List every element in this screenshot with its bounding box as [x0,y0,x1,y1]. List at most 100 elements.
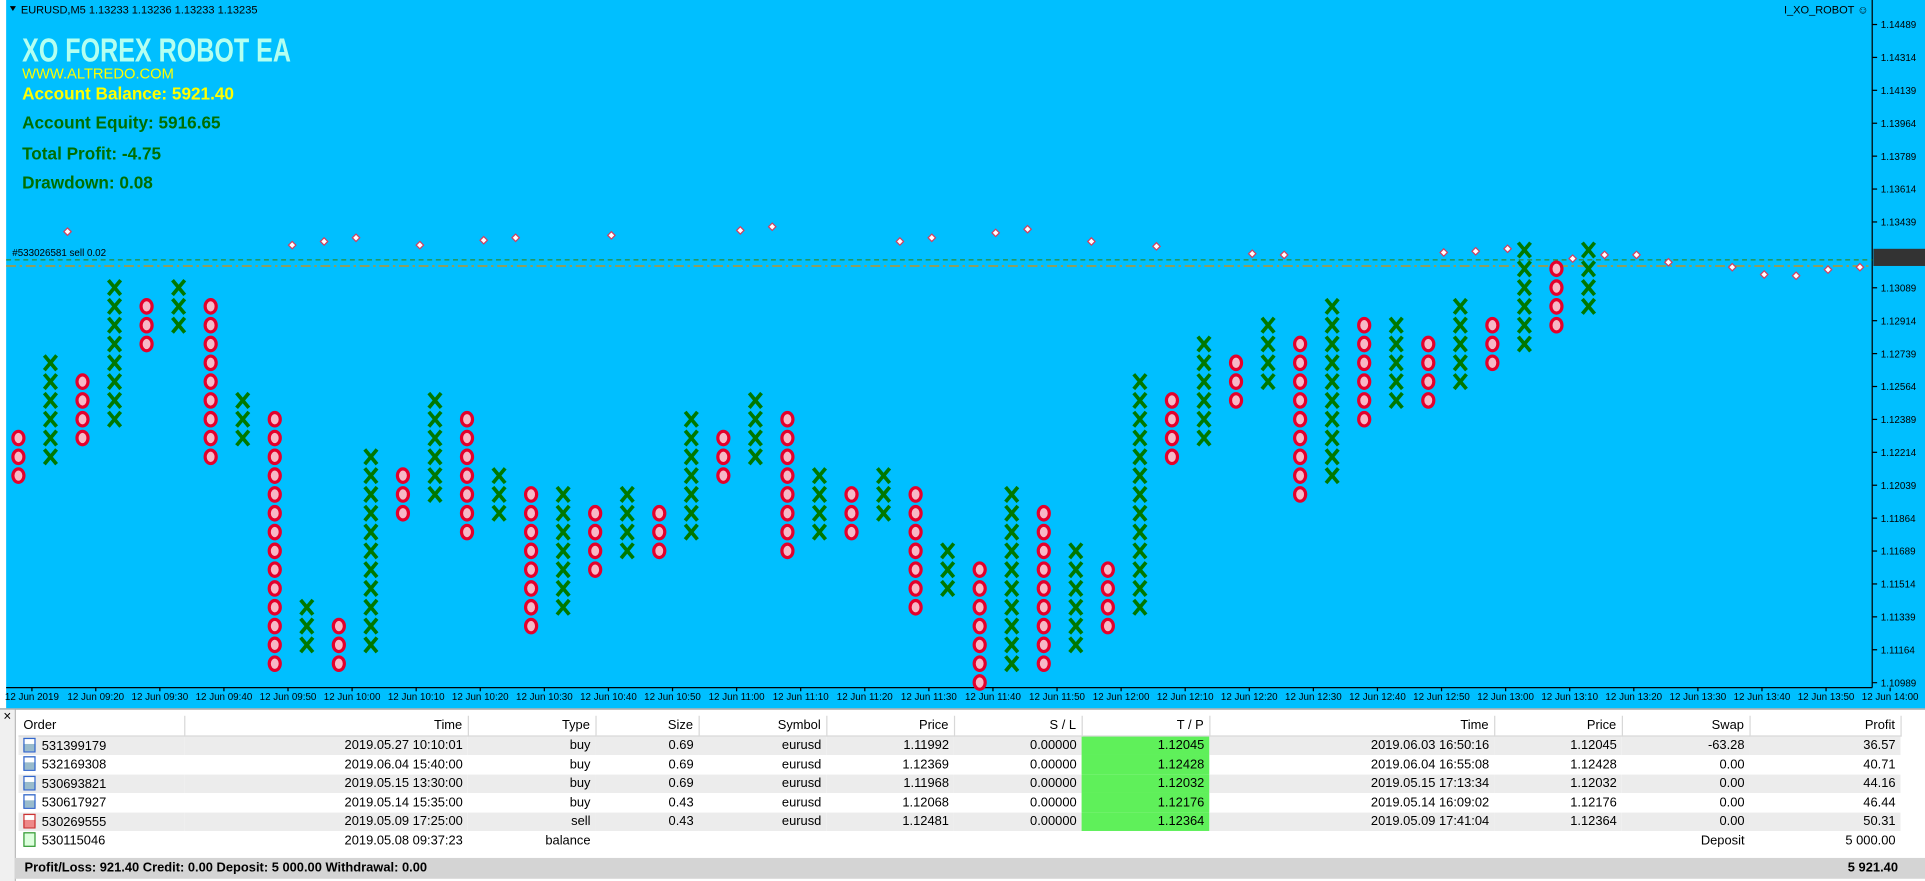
y-tick-label: 1.11339 [1881,613,1916,624]
x-box [876,485,892,503]
x-tick-label: 12 Jun 12:20 [1221,692,1278,703]
o-box [459,448,475,466]
x-box [555,579,571,597]
cell-text: 0.00 [1719,776,1745,791]
x-box [427,467,443,485]
x-box [555,523,571,541]
trade-row[interactable]: 530617927 2019.05.14 15:35:00 buy 0.43 eurus… [18,792,1900,812]
o-box [716,448,731,466]
o-box [203,298,218,315]
o-box [267,542,282,560]
o-box [459,429,475,447]
x-box [1004,485,1020,503]
cell-text: 531399179 [41,738,107,754]
x-box [42,448,59,466]
x-box [106,297,123,315]
o-column [139,298,154,353]
balance-row: 530115046 2019.05.08 09:37:23 balance Depos… [18,831,1900,850]
x-box [106,354,123,372]
cell-text: 0.00 [1719,795,1745,810]
o-box [75,410,90,428]
o-box [395,504,411,522]
x-box [235,391,251,409]
o-box [523,486,539,503]
x-column [1196,335,1212,447]
cell-text: 0.00 [1719,757,1745,772]
x-tick-label: 12 Jun 11:40 [965,692,1022,703]
trade-marker [415,240,425,250]
y-tick-label: 1.14139 [1881,86,1916,97]
o-box [203,410,218,428]
x-box [1004,655,1020,673]
x-box [1132,561,1148,579]
cell-text: 2019.06.03 16:50:16 [1370,738,1490,753]
o-box [1357,373,1372,390]
x-column [619,485,635,560]
close-button[interactable]: × [3,709,12,725]
x-box [363,542,379,560]
cell-text: eurusd [781,814,822,829]
x-box [106,373,123,391]
cell: 2019.06.04 15:40:00 [184,755,468,774]
o-column [972,561,987,691]
trade-marker [1086,236,1096,246]
x-column [491,467,507,522]
trade-row[interactable]: 530693821 2019.05.15 13:30:00 buy 0.69 eurus… [18,773,1901,793]
x-box [106,279,123,297]
o-box [1549,260,1564,278]
o-column [203,298,218,466]
order-icon [23,756,36,772]
o-box [972,598,987,616]
chart-background [0,0,1925,709]
column-header: Symbol [698,715,827,736]
o-box [459,410,475,428]
x-box [1260,335,1276,353]
o-column [1357,316,1372,428]
o-box [972,655,987,673]
cell: 50.31 [1749,811,1901,831]
cell-text: 2019.06.04 15:40:00 [344,757,463,772]
x-box [1132,429,1148,447]
o-box [972,617,987,635]
cell: 1.11968 [826,773,954,793]
o-box [523,617,539,635]
x-column [299,598,315,654]
trade-marker [351,233,361,243]
overlay-equity: Account Equity: 5916.65 [22,113,221,133]
x-box [427,448,443,466]
o-box [588,523,603,541]
x-box [171,279,187,297]
x-box [683,410,699,428]
o-box [908,523,923,541]
x-box [1196,335,1212,353]
o-box [780,542,795,560]
y-tick-label: 1.13789 [1881,152,1916,163]
o-box [459,486,475,503]
trade-row[interactable]: 532169308 2019.06.04 15:40:00 buy 0.69 eurus… [18,754,1900,774]
chart: EURUSD,M5 1.13233 1.13236 1.13233 1.1323… [0,0,1925,709]
menu-arrow[interactable] [9,6,16,12]
o-box [1292,448,1308,466]
x-box [1324,467,1340,485]
cell-text: 2019.05.14 16:09:02 [1370,795,1490,810]
x-box [1324,391,1340,409]
trade-marker [1727,262,1737,272]
y-tick-label: 1.12564 [1881,382,1917,393]
x-box [747,448,763,466]
trade-marker [1247,249,1257,259]
o-box [459,523,475,541]
y-tick-label: 1.12039 [1881,481,1916,492]
o-column [75,373,90,447]
x-column [363,448,379,654]
trade-row[interactable]: 531399179 2019.05.27 10:10:01 buy 0.69 eurus… [18,735,1901,755]
x-tick-label: 12 Jun 09:30 [131,692,188,703]
symbol-info: EURUSD,M5 1.13233 1.13236 1.13233 1.1323… [21,4,258,16]
cell-text: 530693821 [41,776,107,792]
trade-row[interactable]: 530269555 2019.05.09 17:25:00 sell 0.43 euru… [18,811,1901,831]
order-icon [23,813,36,829]
y-tick-label: 1.11164 [1881,645,1916,656]
o-box [523,598,539,616]
x-column [1260,316,1276,391]
x-box [1516,297,1532,315]
